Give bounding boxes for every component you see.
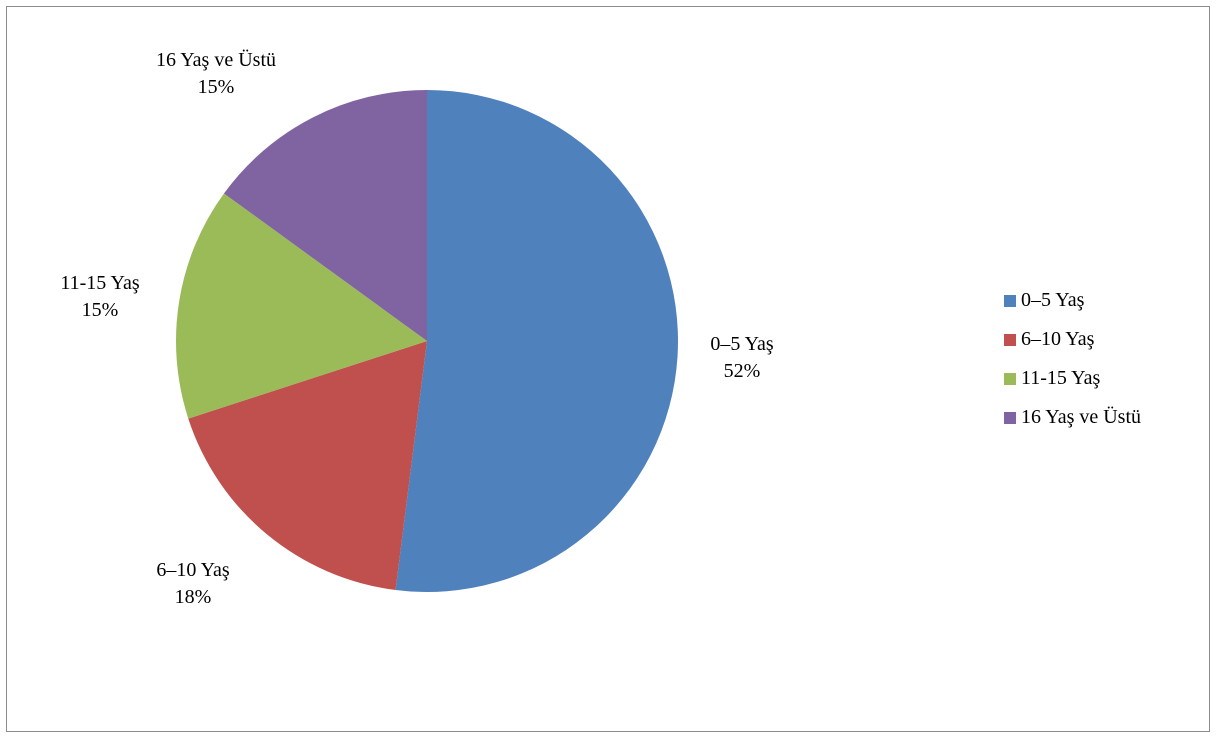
legend-label-16-plus: 16 Yaş ve Üstü [1021,406,1142,428]
pie-slice-6-10 [188,341,427,591]
pie-slice-11-15 [176,193,427,419]
legend: 0–5 Yaş 6–10 Yaş 11-15 Yaş 16 Yaş ve Üst… [1004,288,1141,444]
legend-item-6-10: 6–10 Yaş [1004,327,1141,352]
data-label-category-6-10: 6–10 Yaş [156,559,230,581]
data-label-category-16-plus: 16 Yaş ve Üstü [156,48,276,71]
data-label-percent-16-plus: 15% [198,76,235,98]
pie-slice-0-5 [395,90,678,592]
data-label-percent-0-5: 52% [724,360,761,382]
legend-label-6-10: 6–10 Yaş [1021,328,1095,350]
legend-swatch-6-10 [1004,333,1016,346]
pie-data-labels: 0–5 Yaş 52% 6–10 Yaş 18% 11-15 Yaş 15% 16 Yaş … [60,48,774,608]
data-label-percent-6-10: 18% [175,586,212,608]
legend-item-11-15: 11-15 Yaş [1004,366,1141,391]
legend-swatch-16-plus [1004,411,1016,424]
data-label-percent-11-15: 15% [82,299,119,321]
pie-slice-16-plus [223,90,427,341]
legend-item-16-plus: 16 Yaş ve Üstü [1004,405,1141,430]
legend-item-0-5: 0–5 Yaş [1004,288,1141,313]
data-label-category-0-5: 0–5 Yaş [710,333,774,355]
legend-swatch-0-5 [1004,294,1016,307]
data-label-category-11-15: 11-15 Yaş [60,272,139,294]
legend-label-0-5: 0–5 Yaş [1021,289,1085,311]
legend-label-11-15: 11-15 Yaş [1021,367,1101,389]
legend-swatch-11-15 [1004,372,1016,385]
pie-slices [176,90,678,592]
